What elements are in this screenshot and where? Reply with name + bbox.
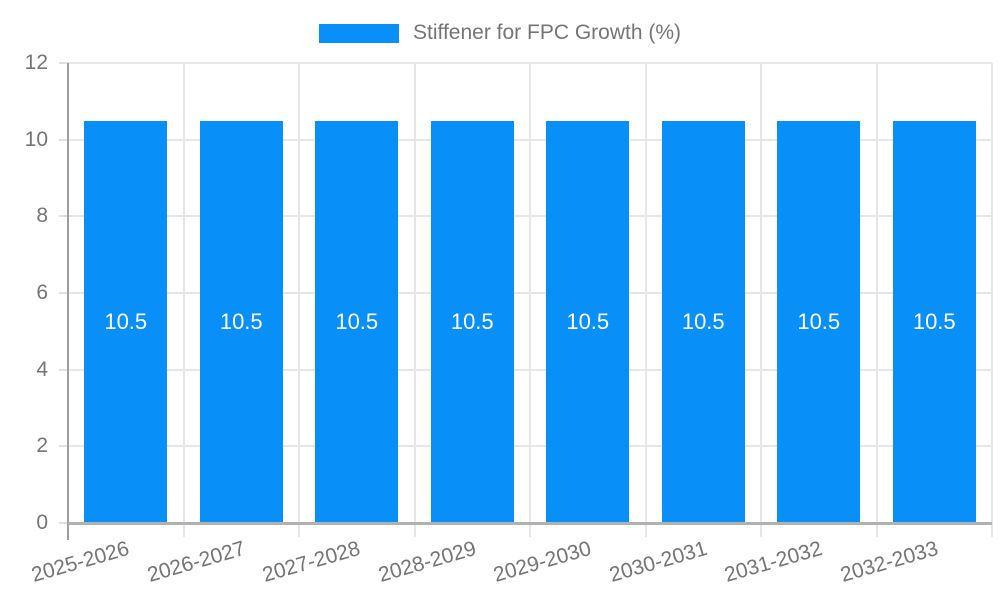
x-tick-label: 2029-2030 (491, 537, 595, 587)
legend: Stiffener for FPC Growth (%) (0, 21, 1000, 45)
y-tick-label: 6 (36, 281, 48, 304)
x-tick-label: 2030-2031 (606, 537, 710, 587)
bar-value-label: 10.5 (681, 308, 725, 334)
v-gridline (644, 63, 647, 537)
v-gridline (298, 63, 300, 537)
y-axis-tick (59, 138, 68, 141)
bar-value-label: 10.5 (219, 308, 263, 334)
v-gridline (182, 63, 185, 537)
y-axis-tick (59, 215, 68, 218)
v-gridline (529, 63, 531, 537)
y-axis-tick (59, 522, 68, 524)
bar (892, 120, 976, 523)
legend-swatch (318, 23, 399, 43)
legend-label: Stiffener for FPC Growth (%) (412, 21, 682, 44)
bar (430, 120, 514, 523)
bar-value-label: 10.5 (104, 308, 148, 334)
bar (199, 120, 283, 523)
bar (661, 120, 745, 523)
y-tick-label: 8 (36, 204, 48, 228)
x-tick-label: 2032-2033 (837, 537, 941, 587)
y-tick-label: 2 (36, 434, 48, 458)
y-tick-label: 0 (36, 511, 48, 534)
bar-value-label: 10.5 (450, 308, 494, 334)
bar-value-label: 10.5 (566, 308, 610, 334)
v-gridline (991, 63, 993, 537)
v-gridline (413, 63, 416, 537)
bar (777, 120, 861, 523)
bar-value-label: 10.5 (335, 308, 379, 334)
x-tick-label: 2025-2026 (29, 537, 133, 587)
x-tick-label: 2031-2032 (722, 537, 826, 587)
x-tick-label: 2027-2028 (260, 537, 364, 587)
bar (546, 120, 630, 523)
v-gridline (760, 63, 762, 537)
y-axis-tick (59, 445, 68, 448)
x-tick-label: 2028-2029 (375, 537, 479, 587)
bar (315, 120, 399, 523)
y-axis-tick (59, 292, 68, 294)
x-axis-line (68, 522, 992, 525)
v-gridline (875, 63, 878, 537)
bar-value-label: 10.5 (912, 308, 956, 334)
y-axis-tick (59, 62, 68, 64)
y-axis-tick (59, 368, 68, 371)
y-axis-line (67, 63, 69, 540)
y-tick-label: 10 (24, 127, 48, 151)
x-tick-label: 2026-2027 (144, 537, 248, 587)
bar (84, 120, 168, 523)
bar-value-label: 10.5 (797, 308, 841, 334)
y-tick-label: 12 (24, 51, 48, 74)
y-tick-label: 4 (36, 357, 48, 381)
